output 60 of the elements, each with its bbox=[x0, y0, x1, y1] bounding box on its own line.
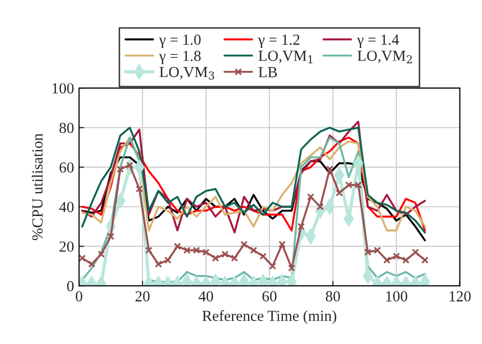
point bbox=[88, 260, 96, 268]
point bbox=[412, 248, 420, 256]
point bbox=[326, 166, 334, 173]
point bbox=[212, 254, 220, 262]
legend-label: LO,VM$_{3}$ bbox=[160, 66, 214, 80]
x-tick-label: 60 bbox=[262, 291, 276, 302]
point bbox=[259, 252, 267, 260]
y-tick-label: 0 bbox=[67, 281, 74, 292]
point bbox=[164, 256, 172, 264]
x-tick-label: 100 bbox=[386, 291, 408, 302]
point bbox=[221, 250, 229, 258]
point bbox=[154, 260, 162, 268]
y-tick-label: 80 bbox=[59, 122, 74, 134]
x-tick-label: 0 bbox=[76, 291, 82, 302]
y-tick-label: 60 bbox=[60, 162, 74, 173]
point bbox=[145, 246, 152, 254]
point bbox=[374, 246, 381, 254]
point bbox=[345, 181, 352, 189]
point bbox=[383, 256, 390, 264]
x-tick-label: 120 bbox=[450, 291, 471, 302]
point bbox=[364, 248, 372, 256]
point bbox=[98, 250, 105, 258]
line-series bbox=[81, 156, 426, 242]
legend-label: γ = 1.2 bbox=[258, 34, 300, 48]
point bbox=[136, 185, 143, 193]
y-tick-label: 40 bbox=[59, 202, 74, 212]
legend-label: γ = 1.0 bbox=[159, 34, 201, 48]
point bbox=[298, 222, 305, 230]
point bbox=[183, 246, 191, 254]
point bbox=[240, 240, 248, 248]
x-tick-label: 80 bbox=[326, 291, 340, 302]
point bbox=[192, 246, 200, 254]
point bbox=[230, 254, 238, 262]
point bbox=[402, 256, 410, 264]
point bbox=[316, 203, 324, 210]
legend-label: γ = 1.4 bbox=[357, 34, 399, 48]
point bbox=[107, 232, 114, 240]
point bbox=[354, 181, 362, 189]
point bbox=[174, 242, 182, 250]
point bbox=[392, 252, 400, 260]
legend-label: γ = 1.8 bbox=[159, 50, 201, 64]
y-tick-label: 100 bbox=[52, 83, 74, 94]
y-tick-label: 20 bbox=[60, 241, 74, 252]
point bbox=[278, 240, 286, 248]
point bbox=[269, 262, 276, 270]
point bbox=[79, 254, 86, 262]
legend-label: LO,VM$_{2}$ bbox=[358, 50, 412, 64]
x-axis-title: Reference Time (min) bbox=[202, 310, 336, 324]
x-tick-label: 40 bbox=[198, 291, 214, 302]
point bbox=[307, 193, 314, 200]
legend-label: LB bbox=[258, 67, 277, 78]
point bbox=[202, 248, 210, 256]
point bbox=[116, 166, 124, 173]
point bbox=[288, 264, 296, 272]
y-axis-title: %CPU utilisation bbox=[32, 134, 43, 240]
x-tick-label: 20 bbox=[136, 291, 150, 302]
point bbox=[250, 246, 258, 254]
point bbox=[421, 256, 429, 264]
legend-label: LO,VM$_{1}$ bbox=[258, 50, 312, 64]
point bbox=[336, 189, 343, 197]
